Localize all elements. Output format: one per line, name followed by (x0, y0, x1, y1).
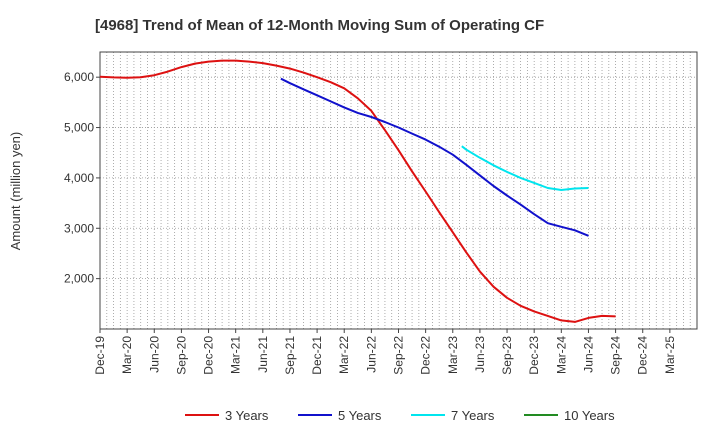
grid-lines (100, 52, 697, 329)
x-tick-label: Sep-20 (174, 336, 188, 375)
x-tick-label: Mar-20 (120, 336, 134, 374)
x-tick-label: Sep-21 (283, 336, 297, 375)
x-axis-ticks: Dec-19 Mar-20 Jun-20 Sep-20 Dec-20 Mar-21 Jun-… (93, 329, 677, 375)
x-tick-label: Dec-24 (636, 336, 650, 375)
series-lines (99, 59, 616, 323)
x-tick-label: Mar-24 (554, 336, 568, 374)
y-axis-ticks: 2,000 3,000 4,000 5,000 6,000 (64, 70, 100, 286)
x-tick-label: Dec-23 (527, 336, 541, 375)
x-tick-label: Jun-22 (364, 336, 378, 373)
x-tick-label: Jun-21 (256, 336, 270, 373)
chart-title: [4968] Trend of Mean of 12-Month Moving … (95, 17, 544, 34)
x-tick-label: Mar-23 (446, 336, 460, 374)
legend-label: 7 Years (451, 408, 495, 423)
series-line-3-years (99, 59, 616, 323)
x-tick-label: Jun-23 (473, 336, 487, 373)
legend-label: 5 Years (338, 408, 382, 423)
x-tick-label: Jun-24 (581, 336, 595, 373)
y-tick-label: 6,000 (64, 70, 94, 84)
x-tick-label: Dec-21 (310, 336, 324, 375)
x-tick-label: Mar-21 (229, 336, 243, 374)
x-tick-label: Dec-19 (93, 336, 107, 375)
x-tick-label: Mar-25 (663, 336, 677, 374)
series-line-5-years (280, 77, 589, 237)
x-tick-label: Sep-23 (500, 336, 514, 375)
legend-label: 3 Years (225, 408, 269, 423)
series-line-7-years (461, 145, 589, 191)
x-tick-label: Sep-24 (609, 336, 623, 375)
legend-label: 10 Years (564, 408, 615, 423)
y-tick-label: 4,000 (64, 171, 94, 185)
x-tick-label: Dec-22 (419, 336, 433, 375)
y-axis-label: Amount (million yen) (8, 132, 23, 251)
y-tick-label: 2,000 (64, 272, 94, 286)
x-tick-label: Dec-20 (202, 336, 216, 375)
x-tick-label: Mar-22 (337, 336, 351, 374)
x-tick-label: Sep-22 (392, 336, 406, 375)
legend: 3 Years 5 Years 7 Years 10 Years (185, 408, 615, 423)
y-tick-label: 3,000 (64, 221, 94, 235)
x-tick-label: Jun-20 (147, 336, 161, 373)
y-tick-label: 5,000 (64, 121, 94, 135)
